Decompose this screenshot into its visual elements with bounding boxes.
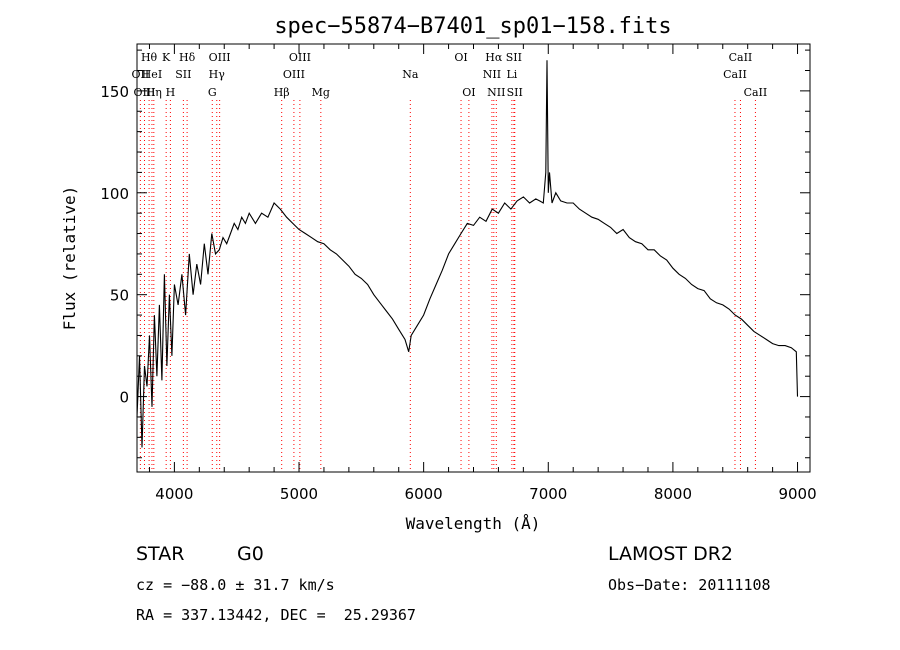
spectral-line-label: OII — [132, 68, 150, 81]
spectral-line-label: NII — [487, 86, 505, 99]
x-tick-label: 6000 — [405, 485, 443, 503]
spectrum-series-line — [136, 60, 799, 448]
y-axis-label: Flux (relative) — [60, 186, 79, 331]
x-tick-label: 8000 — [654, 485, 692, 503]
spectral-line-label: H — [166, 86, 176, 99]
spectral-line-label: Hβ — [274, 86, 290, 99]
spectral-line-label: OIII — [283, 68, 305, 81]
y-tick-label: 0 — [119, 389, 129, 407]
survey-name: LAMOST DR2 — [608, 543, 733, 565]
spectral-line-label: SII — [175, 68, 191, 81]
plot-frame — [136, 43, 811, 473]
spectral-line-label: OI — [462, 86, 475, 99]
spectral-line-label: HeI — [142, 68, 162, 81]
spectral-line-label: CaII — [729, 51, 753, 64]
x-axis-ticks: 4000 5000 6000 7000 8000 9000 — [148, 44, 817, 503]
spectral-line-label: Hδ — [179, 51, 196, 64]
x-tick-label: 7000 — [529, 485, 567, 503]
spectral-line-label: SII — [507, 86, 523, 99]
spectral-line-label: Hθ — [141, 51, 158, 64]
x-tick-label: 4000 — [155, 485, 193, 503]
spectral-line-label: NII — [483, 68, 501, 81]
spectral-line-label: Hα — [485, 51, 503, 64]
spectral-line-label: CaII — [723, 68, 747, 81]
y-tick-label: 150 — [100, 83, 129, 101]
spectral-line-label: Hη — [146, 86, 162, 99]
object-class: STAR — [136, 543, 185, 565]
redshift-info: cz = −88.0 ± 31.7 km/s — [136, 576, 335, 594]
observation-date: Obs−Date: 20111108 — [608, 576, 771, 594]
y-axis-ticks: 0 50 100 150 — [100, 49, 810, 459]
x-axis-label: Wavelength (Å) — [406, 514, 541, 533]
spectral-line-markers — [139, 100, 756, 472]
spectral-line-label: OI — [454, 51, 467, 64]
spectral-line-label: Hγ — [209, 68, 226, 81]
spectral-line-label: CaII — [744, 86, 768, 99]
object-subclass: G0 — [237, 543, 264, 565]
y-tick-label: 100 — [100, 185, 129, 203]
spectral-line-label: Mg — [312, 86, 330, 99]
x-tick-label: 9000 — [778, 485, 816, 503]
x-tick-label: 5000 — [280, 485, 318, 503]
chart-title: spec−55874−B7401_sp01−158.fits — [274, 14, 671, 39]
coordinates-info: RA = 337.13442, DEC = 25.29367 — [136, 606, 416, 624]
spectral-line-label: OIII — [209, 51, 231, 64]
spectral-line-label: SII — [506, 51, 522, 64]
spectral-line-label: G — [208, 86, 217, 99]
spectral-line-label: Li — [506, 68, 517, 81]
spectral-line-labels: Hθ OII OIII HeI Hη K SII H Hδ OIII Hγ G OIII OIII Hβ Mg… — [132, 51, 768, 99]
y-tick-label: 50 — [110, 287, 129, 305]
spectral-line-label: K — [162, 51, 171, 64]
spectral-line-label: Na — [402, 68, 419, 81]
spectral-line-label: OIII — [289, 51, 311, 64]
spectral-line-label: OIII — [133, 86, 155, 99]
